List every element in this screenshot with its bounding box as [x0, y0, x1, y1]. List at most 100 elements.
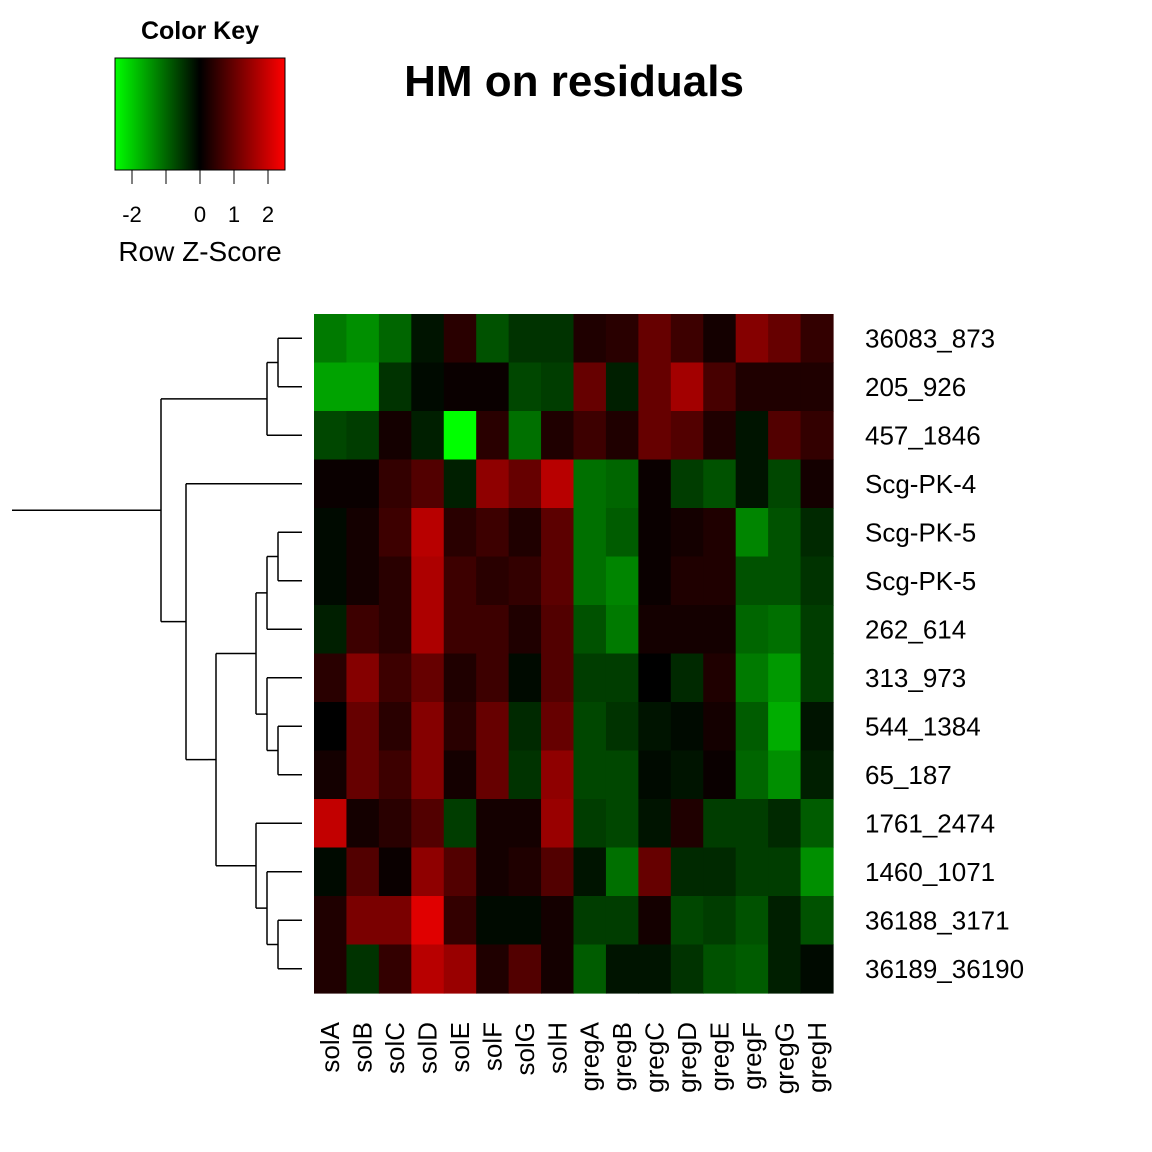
row-label: 205_926 [865, 372, 966, 402]
color-key-tick-label: 0 [194, 202, 206, 227]
heatmap-cell [703, 411, 737, 461]
heatmap-cell [638, 508, 672, 558]
heatmap-cell [443, 362, 477, 412]
heatmap-cell [703, 799, 737, 849]
row-label: Scg-PK-5 [865, 517, 976, 547]
heatmap-cell [768, 605, 802, 655]
heatmap-cell [508, 508, 542, 558]
heatmap-cell [541, 411, 575, 461]
heatmap-cell [508, 847, 542, 897]
heatmap-cell [573, 799, 607, 849]
column-label: solG [510, 1022, 540, 1075]
heatmap-cell [314, 799, 348, 849]
heatmap-cell [573, 605, 607, 655]
row-labels: 36083_873 205_926 457_1846 Scg-PK-4 Scg-PK-5… [865, 323, 1024, 984]
heatmap-cell [314, 459, 348, 509]
heatmap-cell [605, 702, 639, 752]
heatmap-cell [476, 605, 510, 655]
column-label: gregF [737, 1022, 767, 1090]
heatmap-cell [476, 896, 510, 946]
heatmap-cell [735, 508, 769, 558]
heatmap-cell [476, 944, 510, 994]
color-key-xlabel: Row Z-Score [118, 236, 281, 267]
heatmap-cell [735, 362, 769, 412]
row-dendrogram [12, 337, 302, 970]
heatmap-cell [735, 799, 769, 849]
heatmap-cell [411, 411, 445, 461]
column-label: gregH [802, 1022, 832, 1093]
heatmap-cell [541, 314, 575, 364]
row-label: 36189_36190 [865, 954, 1024, 984]
heatmap-cell [703, 847, 737, 897]
heatmap-cell [573, 556, 607, 606]
heatmap-cell [573, 314, 607, 364]
heatmap-cell [670, 896, 704, 946]
heatmap-cell [670, 605, 704, 655]
heatmap-cell [411, 847, 445, 897]
heatmap-cell [573, 508, 607, 558]
heatmap-cell [735, 944, 769, 994]
heatmap-cell [703, 653, 737, 703]
heatmap-cell [411, 653, 445, 703]
color-key-tick-label: 1 [228, 202, 240, 227]
heatmap-cell [670, 411, 704, 461]
heatmap-cell [670, 750, 704, 800]
row-label: 36083_873 [865, 323, 995, 353]
heatmap-cell [314, 411, 348, 461]
heatmap-cell [735, 605, 769, 655]
heatmap-cell [411, 459, 445, 509]
column-label: gregD [672, 1022, 702, 1093]
column-label: solC [380, 1022, 410, 1074]
heatmap-cell [314, 508, 348, 558]
heatmap-cell [768, 314, 802, 364]
column-label: solD [413, 1022, 443, 1074]
heatmap-cell [573, 896, 607, 946]
heatmap-cell [346, 799, 380, 849]
heatmap-cell [768, 362, 802, 412]
row-label: 1460_1071 [865, 857, 995, 887]
heatmap-cell [638, 799, 672, 849]
heatmap-cell [411, 605, 445, 655]
heatmap-cell [703, 508, 737, 558]
heatmap-cell [476, 702, 510, 752]
heatmap-cell [411, 750, 445, 800]
heatmap-cell [670, 702, 704, 752]
heatmap-cell [703, 702, 737, 752]
heatmap-cell [476, 314, 510, 364]
heatmap-cell [573, 702, 607, 752]
heatmap-cell [670, 847, 704, 897]
heatmap-cell [541, 459, 575, 509]
heatmap-cell [443, 556, 477, 606]
heatmap-cell [541, 799, 575, 849]
heatmap-cell [508, 799, 542, 849]
heatmap-cell [638, 847, 672, 897]
heatmap-cell [670, 459, 704, 509]
heatmap-cell [735, 896, 769, 946]
heatmap-cell [476, 653, 510, 703]
heatmap-cell [605, 896, 639, 946]
heatmap-cell [476, 750, 510, 800]
heatmap-cell [573, 459, 607, 509]
heatmap-cell [638, 653, 672, 703]
heatmap-cell [735, 653, 769, 703]
heatmap-cell [605, 605, 639, 655]
row-label: 1761_2474 [865, 808, 995, 838]
heatmap-cell [800, 702, 834, 752]
heatmap-cell [443, 944, 477, 994]
heatmap-cells [314, 314, 834, 994]
heatmap-cell [346, 944, 380, 994]
heatmap-cell [605, 799, 639, 849]
heatmap-cell [670, 314, 704, 364]
heatmap-cell [735, 459, 769, 509]
heatmap-cell [541, 750, 575, 800]
heatmap-cell [378, 459, 412, 509]
heatmap-cell [411, 556, 445, 606]
heatmap-cell [541, 944, 575, 994]
heatmap-cell [800, 556, 834, 606]
heatmap-cell [800, 314, 834, 364]
heatmap-cell [670, 508, 704, 558]
heatmap-cell [378, 847, 412, 897]
heatmap-cell [541, 556, 575, 606]
color-key: Color Key -2 0 1 2 Row Z-Score [114, 17, 286, 267]
column-label: gregC [640, 1022, 670, 1093]
